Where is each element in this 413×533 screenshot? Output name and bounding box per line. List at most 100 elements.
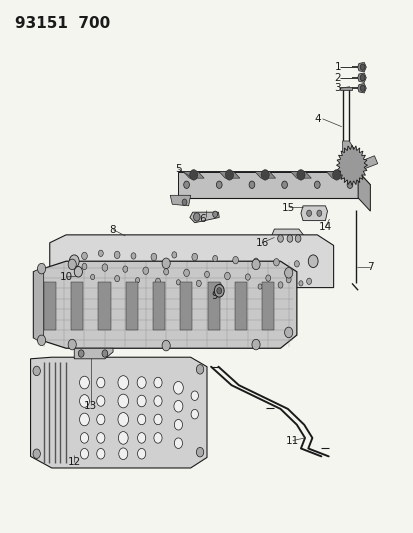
Circle shape (306, 278, 311, 285)
Circle shape (154, 395, 161, 406)
Circle shape (97, 395, 104, 406)
Circle shape (237, 284, 241, 289)
Text: 1: 1 (334, 62, 340, 72)
Circle shape (196, 447, 203, 457)
Polygon shape (357, 172, 370, 211)
Circle shape (81, 252, 87, 260)
Circle shape (214, 285, 223, 297)
Polygon shape (357, 84, 366, 93)
Polygon shape (183, 172, 204, 178)
Circle shape (33, 449, 40, 458)
Circle shape (69, 255, 79, 268)
Circle shape (204, 271, 209, 278)
Polygon shape (71, 282, 83, 330)
Circle shape (78, 350, 84, 357)
Text: 9: 9 (211, 290, 218, 301)
Circle shape (196, 365, 203, 374)
Circle shape (193, 213, 199, 221)
Circle shape (174, 438, 182, 448)
Polygon shape (339, 87, 351, 90)
Circle shape (131, 253, 135, 259)
Circle shape (114, 251, 120, 259)
Text: 8: 8 (109, 224, 116, 235)
Circle shape (216, 288, 221, 294)
Circle shape (313, 181, 319, 189)
Polygon shape (361, 156, 377, 169)
Text: 14: 14 (318, 222, 331, 232)
Polygon shape (170, 195, 190, 206)
Circle shape (281, 181, 287, 189)
Text: 15: 15 (281, 204, 294, 214)
Circle shape (257, 284, 261, 289)
Circle shape (97, 448, 104, 459)
Circle shape (306, 210, 311, 216)
Circle shape (332, 169, 340, 180)
Circle shape (294, 235, 300, 242)
Text: 93151  700: 93151 700 (15, 16, 110, 31)
Circle shape (82, 263, 87, 270)
Circle shape (80, 433, 88, 443)
Circle shape (252, 340, 259, 350)
Polygon shape (357, 73, 366, 83)
Circle shape (79, 394, 89, 407)
Circle shape (191, 409, 198, 419)
Circle shape (142, 267, 148, 274)
Polygon shape (325, 172, 346, 178)
Circle shape (284, 268, 292, 278)
Circle shape (183, 181, 189, 189)
Circle shape (97, 377, 104, 388)
Circle shape (294, 261, 299, 267)
Circle shape (135, 278, 139, 283)
Polygon shape (178, 172, 357, 198)
Circle shape (123, 266, 128, 272)
Circle shape (217, 282, 221, 288)
Circle shape (191, 391, 198, 400)
Polygon shape (50, 235, 333, 288)
Circle shape (97, 414, 104, 425)
Circle shape (245, 274, 250, 280)
Text: 3: 3 (334, 83, 340, 93)
Circle shape (137, 377, 146, 389)
Circle shape (151, 253, 157, 261)
Circle shape (359, 85, 364, 91)
Polygon shape (98, 282, 110, 330)
Circle shape (114, 276, 119, 282)
Circle shape (296, 169, 304, 180)
Circle shape (98, 250, 103, 256)
Circle shape (284, 327, 292, 338)
Circle shape (273, 259, 279, 266)
Circle shape (163, 269, 168, 275)
Circle shape (277, 235, 282, 242)
Circle shape (183, 269, 189, 277)
Circle shape (285, 277, 290, 283)
Polygon shape (271, 229, 304, 249)
Circle shape (155, 278, 160, 285)
Circle shape (74, 266, 82, 277)
Polygon shape (190, 212, 219, 223)
Text: 13: 13 (84, 401, 97, 411)
Circle shape (189, 169, 197, 180)
Circle shape (137, 395, 146, 407)
Polygon shape (31, 357, 206, 468)
Circle shape (38, 335, 45, 345)
Circle shape (33, 366, 40, 376)
Circle shape (68, 340, 76, 350)
Text: 7: 7 (366, 262, 373, 271)
Polygon shape (234, 282, 247, 330)
Polygon shape (254, 172, 275, 178)
Circle shape (137, 433, 145, 443)
Polygon shape (290, 172, 311, 178)
Polygon shape (180, 282, 192, 330)
Text: 12: 12 (67, 457, 81, 467)
Circle shape (182, 199, 187, 205)
Polygon shape (300, 206, 327, 221)
Circle shape (225, 169, 233, 180)
Polygon shape (125, 282, 138, 330)
Circle shape (224, 272, 230, 280)
Circle shape (176, 280, 180, 285)
Polygon shape (152, 282, 165, 330)
Polygon shape (218, 172, 239, 178)
Circle shape (191, 253, 197, 261)
Polygon shape (357, 62, 366, 72)
Circle shape (68, 259, 76, 270)
